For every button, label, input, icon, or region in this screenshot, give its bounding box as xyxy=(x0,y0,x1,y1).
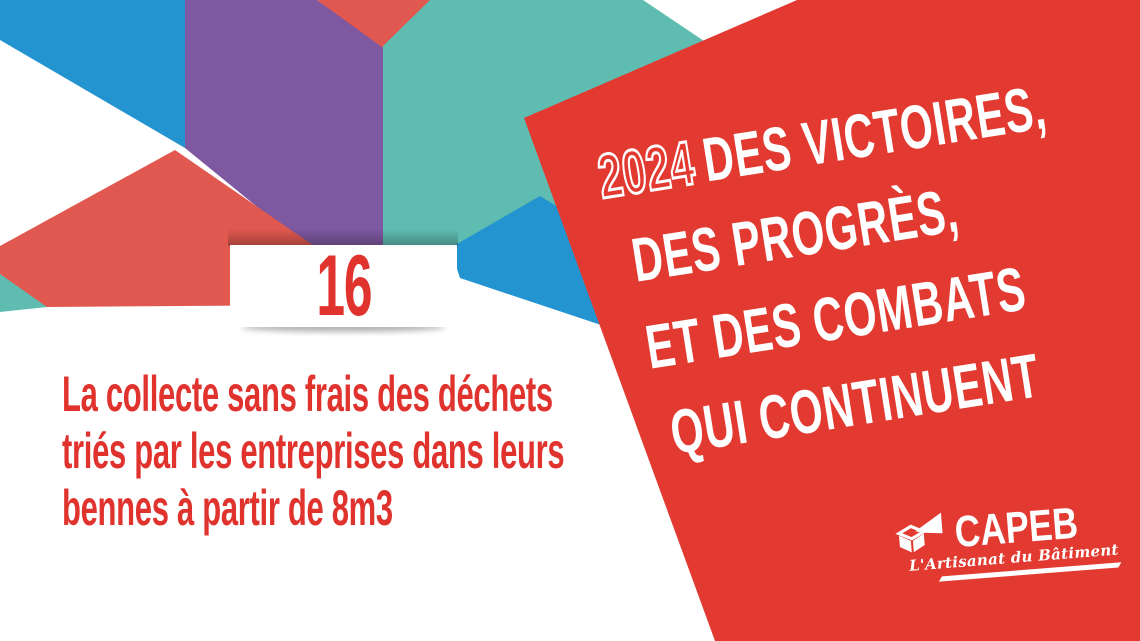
body-line: bennes à partir de 8m3 xyxy=(62,480,393,536)
body-line: triés par les entreprises dans leurs xyxy=(62,423,565,479)
capeb-logo: CAPEB L'Artisanat du Bâtiment xyxy=(893,495,1122,585)
capeb-wordmark: CAPEB xyxy=(952,498,1080,558)
blue-cube-face xyxy=(0,0,185,148)
teal-corner-triangle xyxy=(0,274,47,312)
page-number: 16 xyxy=(315,238,372,334)
body-text: La collecte sans frais des déchets triés… xyxy=(62,366,620,537)
body-line: La collecte sans frais des déchets xyxy=(62,366,553,422)
headline-year-outlined: 2024 xyxy=(592,128,701,214)
shapes-bottom-shade xyxy=(228,229,458,246)
purple-cube-face xyxy=(185,0,383,250)
salmon-cube-top-face xyxy=(317,0,440,50)
capeb-logo-row: CAPEB xyxy=(893,495,1118,558)
page-number-box: 16 xyxy=(230,238,457,334)
capeb-cube-icon xyxy=(895,512,943,553)
red-tilted-panel xyxy=(524,0,1140,641)
